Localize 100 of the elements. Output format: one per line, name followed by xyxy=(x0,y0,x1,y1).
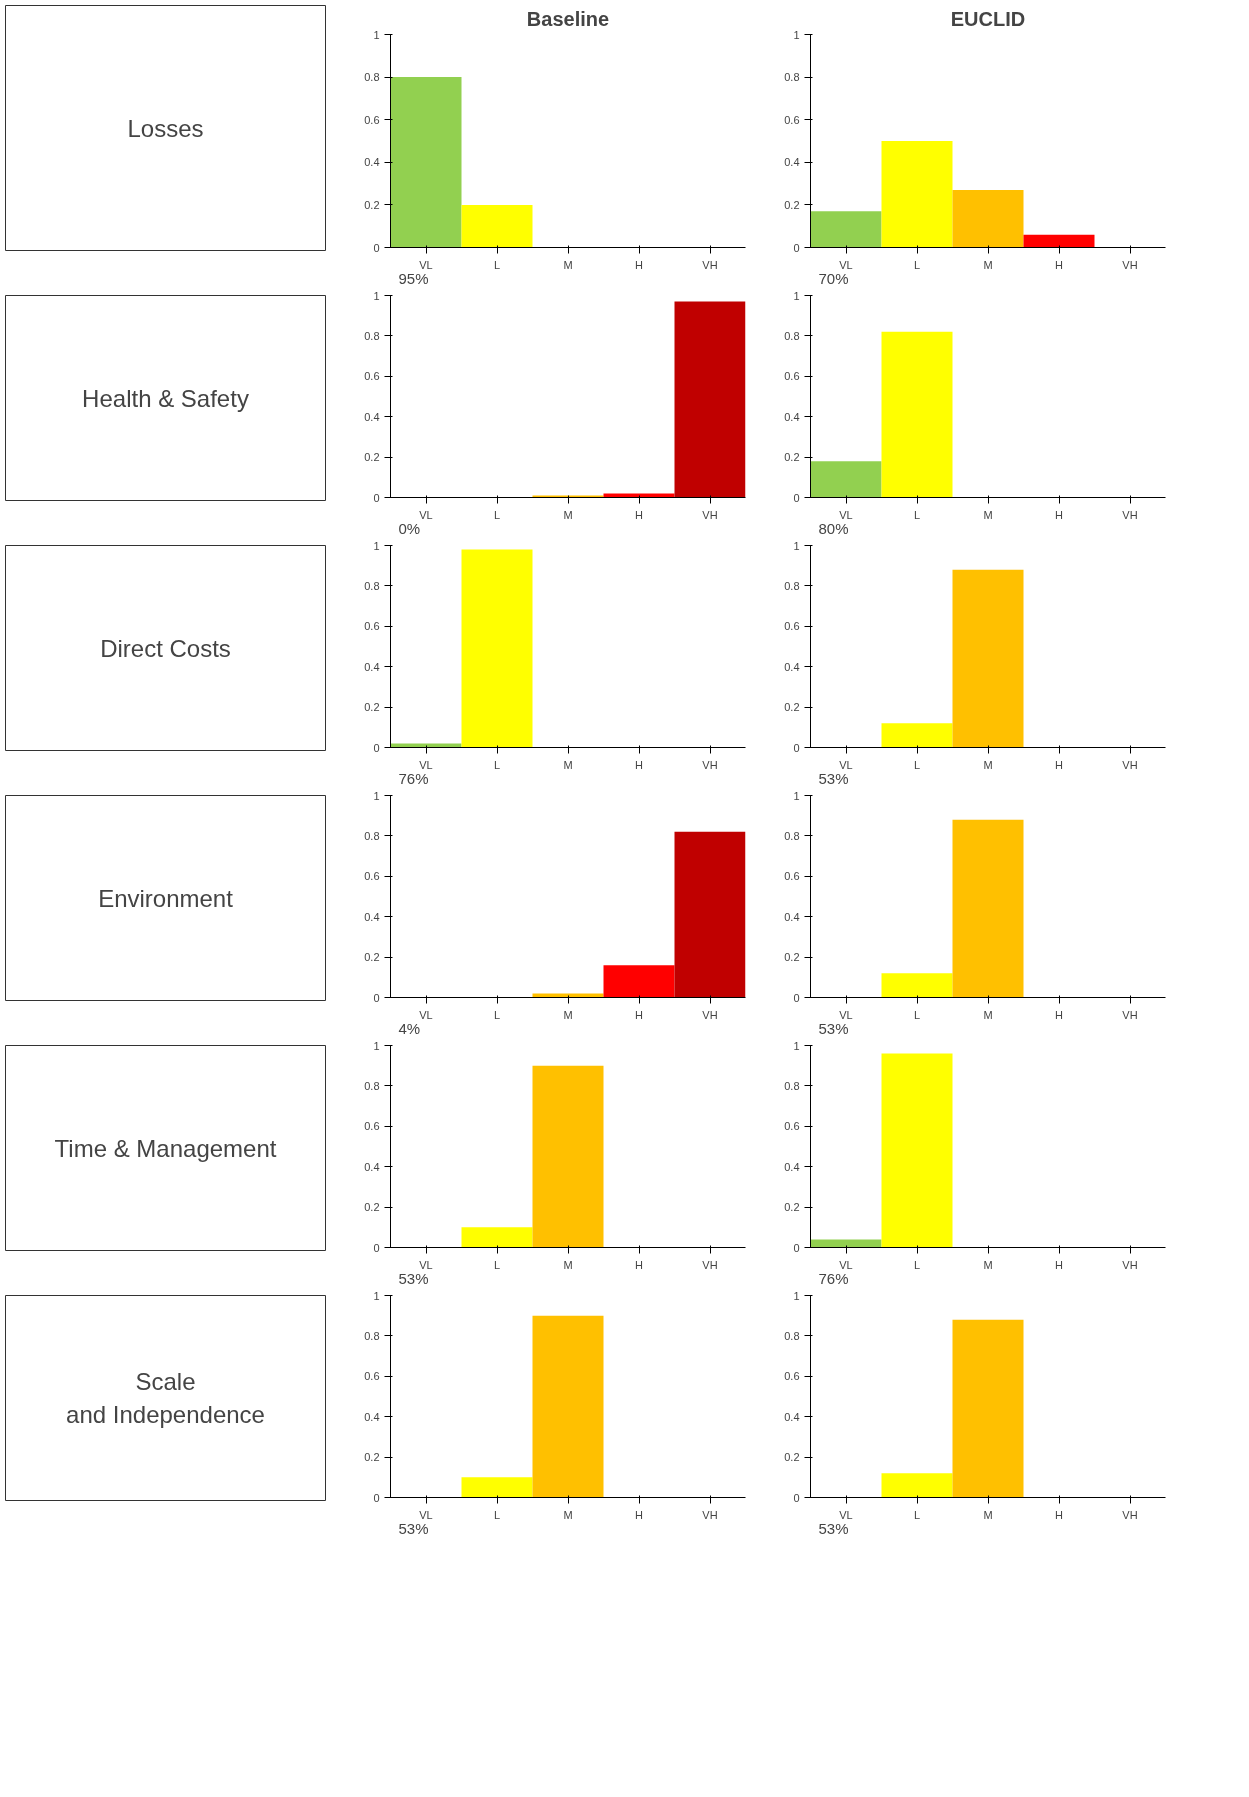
x-tick-label: H xyxy=(635,758,644,771)
y-tick-label: 0.2 xyxy=(364,1451,380,1464)
y-tick-label: 0.2 xyxy=(784,701,800,714)
y-tick-label: 0.6 xyxy=(364,370,380,383)
text: 76% xyxy=(818,1269,849,1287)
bar xyxy=(603,493,675,498)
y-tick-label: 0.8 xyxy=(364,579,380,592)
y-tick-label: 0.6 xyxy=(784,370,800,383)
y-tick-label: 0.8 xyxy=(784,71,800,84)
y-tick-label: 0.2 xyxy=(364,1201,380,1214)
bar xyxy=(674,831,746,998)
text: 53% xyxy=(818,1019,849,1037)
x-tick-label: M xyxy=(563,508,573,521)
y-tick-label: 0.6 xyxy=(364,113,380,126)
y-tick-label: 0.6 xyxy=(364,1120,380,1133)
x-tick-label: VH xyxy=(702,758,718,771)
y-tick-label: 0.6 xyxy=(784,870,800,883)
bar xyxy=(881,141,953,248)
x-tick-label: H xyxy=(1055,1008,1064,1021)
y-tick-label: 0 xyxy=(373,491,380,504)
x-tick-label: L xyxy=(913,758,921,771)
x-tick-label: VL xyxy=(839,1508,853,1521)
x-tick-label: L xyxy=(493,1258,501,1271)
y-tick-label: 0.2 xyxy=(784,951,800,964)
x-tick-label: H xyxy=(635,1008,644,1021)
x-tick-label: M xyxy=(563,1008,573,1021)
y-tick-label: 0 xyxy=(793,491,800,504)
x-tick-label: L xyxy=(913,1508,921,1521)
x-tick-label: M xyxy=(983,758,993,771)
x-tick-label: H xyxy=(1055,758,1064,771)
y-tick-label: 0.4 xyxy=(784,910,800,923)
y-tick-label: 0.4 xyxy=(364,1410,380,1423)
text: 80% xyxy=(818,519,849,537)
y-tick-label: 0.4 xyxy=(364,156,380,169)
x-tick-label: VL xyxy=(419,1508,433,1521)
x-tick-label: VL xyxy=(419,1258,433,1271)
text: Losses xyxy=(127,114,204,142)
bar xyxy=(603,965,675,998)
y-tick-label: 0.6 xyxy=(784,620,800,633)
y-tick-label: 0.6 xyxy=(364,1370,380,1383)
y-tick-label: 0.2 xyxy=(364,198,380,211)
y-tick-label: 1 xyxy=(793,1039,800,1052)
y-tick-label: 0.8 xyxy=(364,1329,380,1342)
x-tick-label: H xyxy=(1055,1508,1064,1521)
y-tick-label: 0.4 xyxy=(364,910,380,923)
y-tick-label: 0.2 xyxy=(784,451,800,464)
x-tick-label: VL xyxy=(419,758,433,771)
y-tick-label: 0 xyxy=(373,1241,380,1254)
y-tick-label: 0.4 xyxy=(364,410,380,423)
x-tick-label: H xyxy=(1055,258,1064,271)
x-tick-label: VH xyxy=(702,258,718,271)
y-tick-label: 1 xyxy=(373,789,380,802)
y-tick-label: 0.4 xyxy=(784,1160,800,1173)
x-tick-label: L xyxy=(493,508,501,521)
text: Direct Costs xyxy=(100,634,231,662)
y-tick-label: 0.2 xyxy=(364,701,380,714)
y-tick-label: 0.6 xyxy=(784,1120,800,1133)
y-tick-label: 0 xyxy=(373,991,380,1004)
y-tick-label: 1 xyxy=(373,289,380,302)
y-tick-label: 0.8 xyxy=(784,1329,800,1342)
y-tick-label: 0.4 xyxy=(784,1410,800,1423)
x-tick-label: VH xyxy=(702,1258,718,1271)
x-tick-label: H xyxy=(635,1508,644,1521)
x-tick-label: H xyxy=(1055,508,1064,521)
text: 76% xyxy=(398,769,429,787)
y-tick-label: 0.8 xyxy=(364,829,380,842)
x-tick-label: L xyxy=(913,1258,921,1271)
x-tick-label: M xyxy=(563,758,573,771)
x-tick-label: L xyxy=(493,258,501,271)
x-tick-label: H xyxy=(635,508,644,521)
x-tick-label: L xyxy=(493,758,501,771)
x-tick-label: VL xyxy=(839,1258,853,1271)
y-tick-label: 0.6 xyxy=(364,870,380,883)
text: Environment xyxy=(98,884,234,912)
text: 95% xyxy=(398,269,429,287)
bar xyxy=(952,189,1024,248)
x-tick-label: VL xyxy=(839,758,853,771)
y-tick-label: 1 xyxy=(373,539,380,552)
x-tick-label: M xyxy=(983,258,993,271)
x-tick-label: M xyxy=(983,1258,993,1271)
text: 53% xyxy=(398,1269,429,1287)
bar xyxy=(1023,234,1095,248)
y-tick-label: 0.4 xyxy=(784,156,800,169)
x-tick-label: VH xyxy=(702,1508,718,1521)
y-tick-label: 1 xyxy=(373,28,380,41)
y-tick-label: 0.4 xyxy=(784,410,800,423)
x-tick-label: M xyxy=(983,508,993,521)
x-tick-label: VH xyxy=(1122,1008,1138,1021)
y-tick-label: 1 xyxy=(793,289,800,302)
y-tick-label: 0.2 xyxy=(784,1201,800,1214)
x-tick-label: H xyxy=(635,258,644,271)
x-tick-label: M xyxy=(983,1508,993,1521)
y-tick-label: 0.4 xyxy=(364,660,380,673)
y-tick-label: 1 xyxy=(373,1289,380,1302)
x-tick-label: L xyxy=(913,1008,921,1021)
x-tick-label: H xyxy=(635,1258,644,1271)
y-tick-label: 0.2 xyxy=(784,198,800,211)
y-tick-label: 0.8 xyxy=(784,329,800,342)
x-tick-label: M xyxy=(563,1508,573,1521)
x-tick-label: VL xyxy=(839,1008,853,1021)
